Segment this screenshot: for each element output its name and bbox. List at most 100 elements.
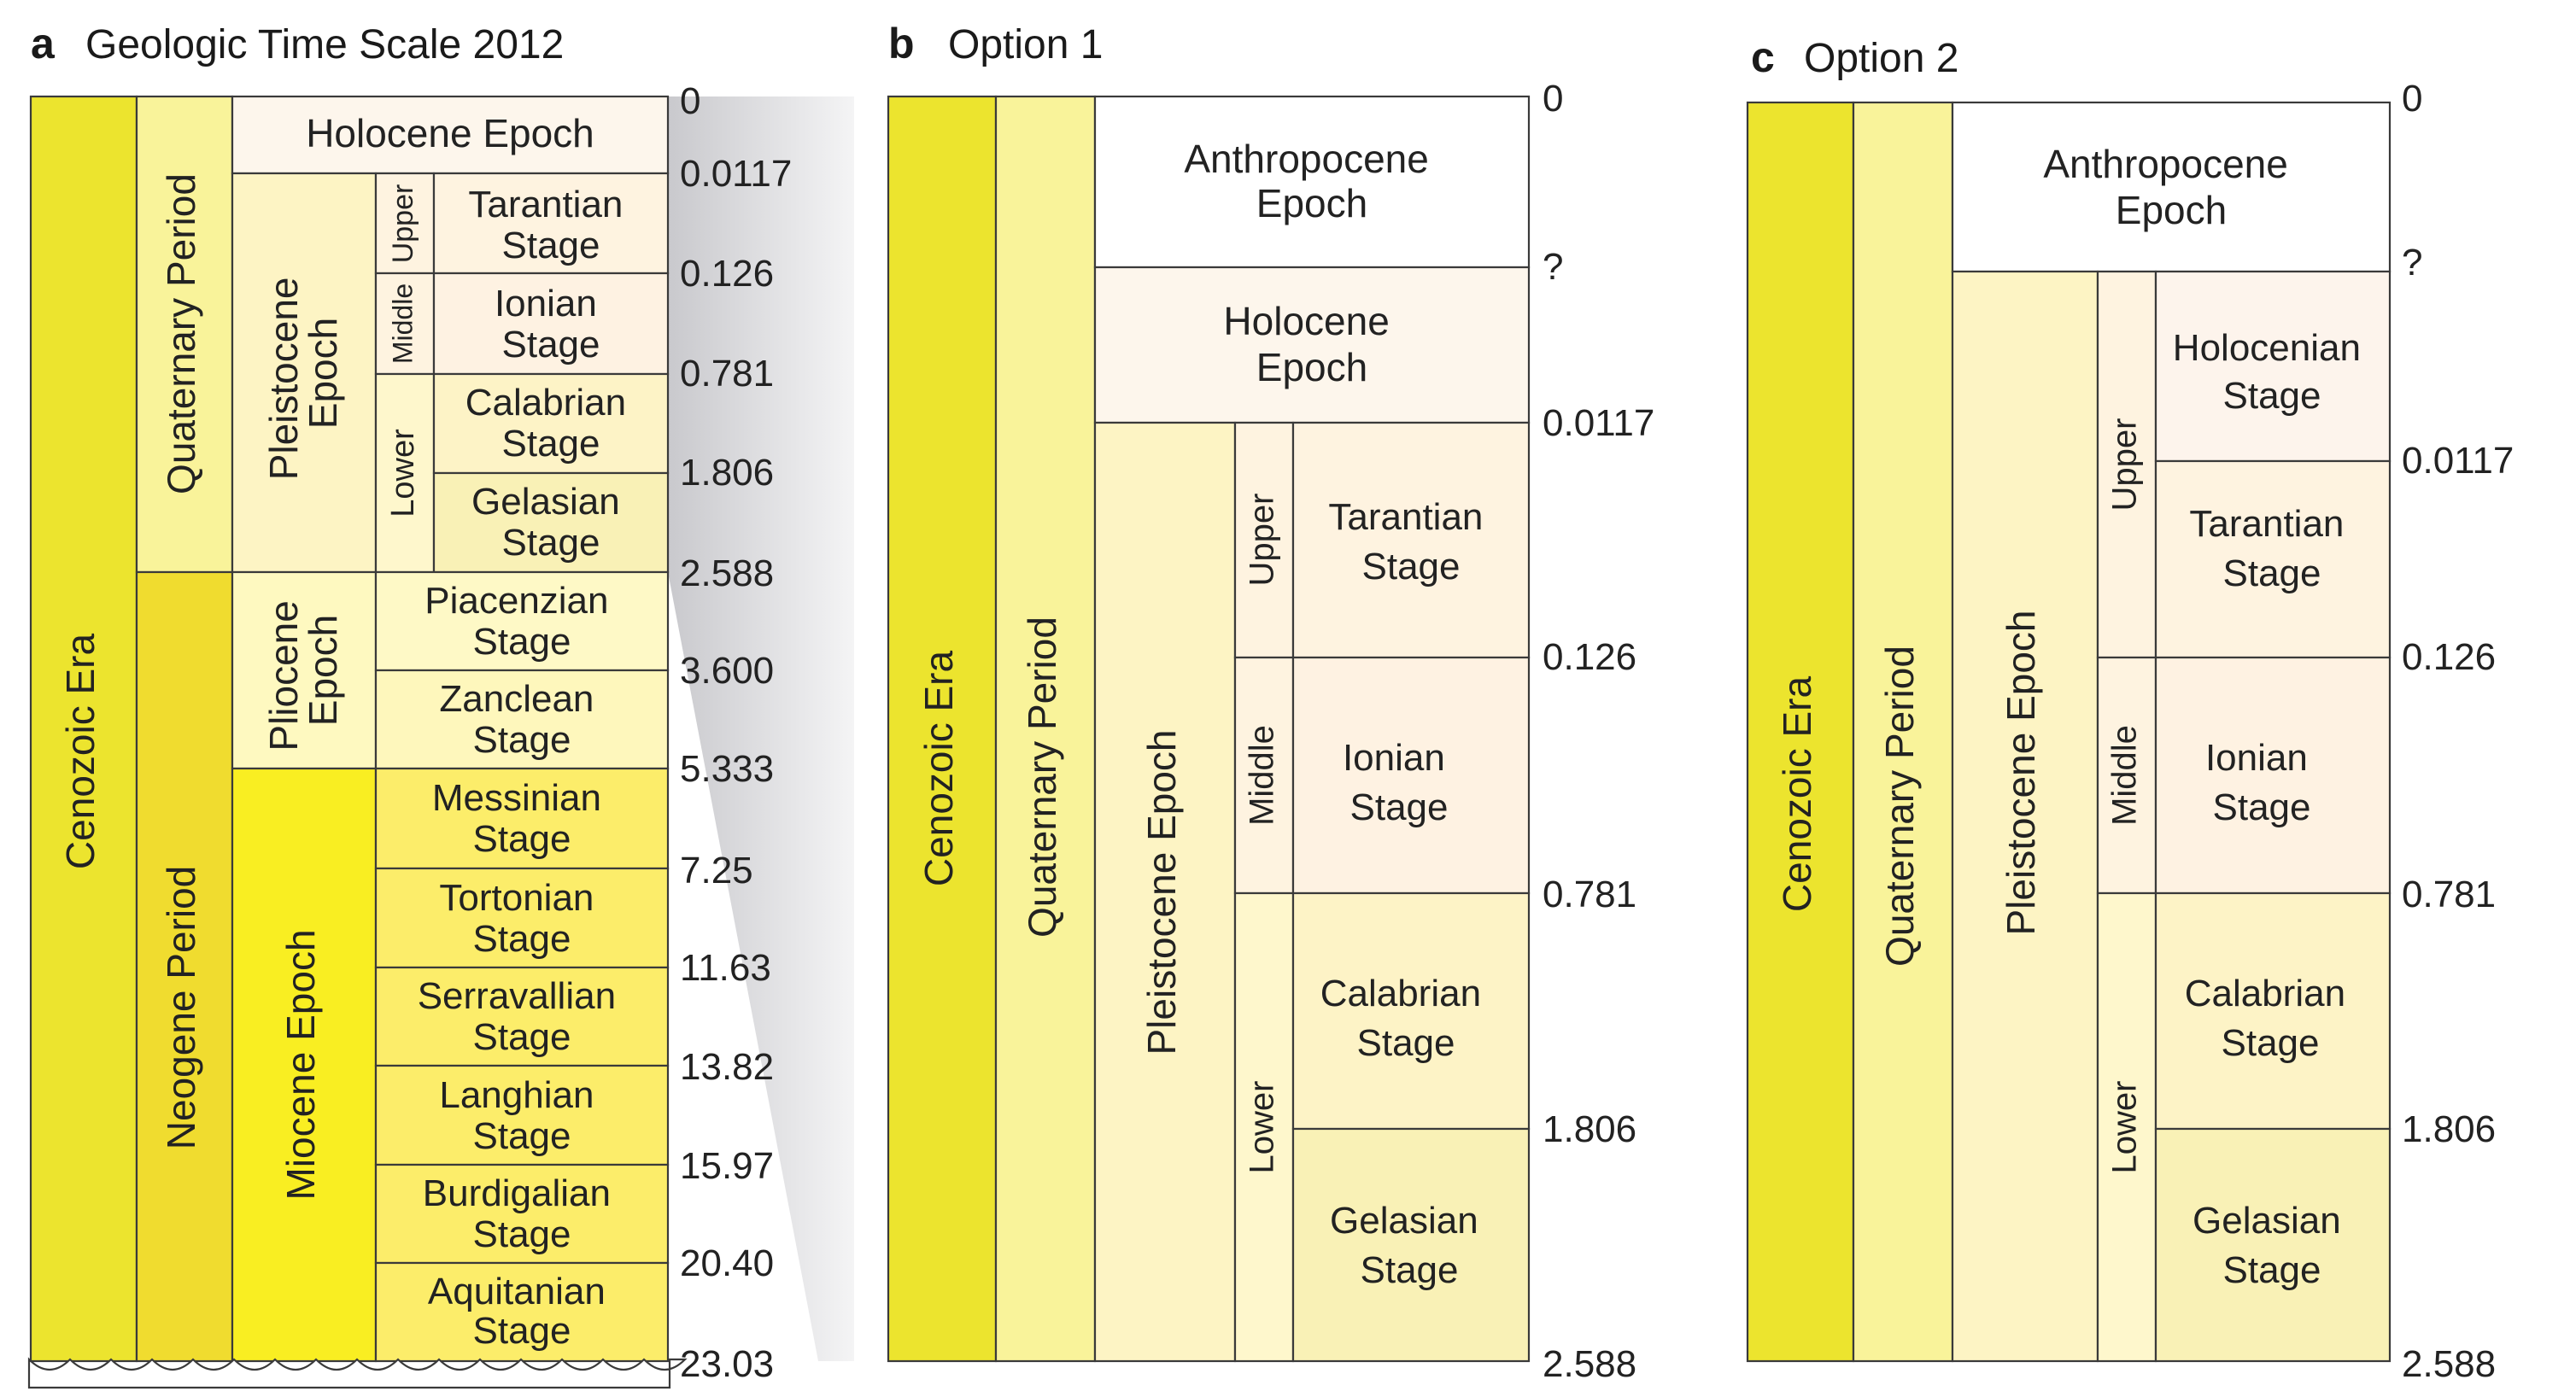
age-label: 13.82	[680, 1046, 774, 1088]
ionian-stage-block	[2154, 656, 2392, 895]
zanclean-stage-block	[374, 669, 670, 770]
calabrian-stage-line2: Stage	[502, 423, 600, 465]
gelasian-stage-line1: Gelasian	[1330, 1200, 1478, 1242]
aquitanian-stage: Aquitanian Stage	[374, 1261, 670, 1363]
middle-subseries-block	[1233, 656, 1295, 895]
panel-b: b Option 1 Cenozoic Era Quaternary Perio…	[887, 20, 1654, 1385]
messinian-stage-label: Messinian Stage	[432, 777, 612, 860]
middle-subseries-block	[2096, 656, 2157, 895]
cenozoic-era-block	[1746, 101, 1855, 1363]
pleistocene-epoch-block	[1093, 421, 1237, 1363]
panel-b-letter: b	[888, 20, 915, 67]
lower-subseries-block	[2096, 891, 2157, 1363]
anthropocene-epoch-label: Anthropocene Epoch	[1184, 137, 1439, 225]
calabrian-stage-line2: Stage	[1357, 1022, 1455, 1064]
tarantian-stage: Tarantian Stage	[1291, 421, 1531, 659]
age-label: 0.781	[680, 353, 774, 395]
gelasian-stage-line2: Stage	[502, 522, 600, 564]
anthropocene-epoch-line1: Anthropocene	[2043, 142, 2287, 186]
zanclean-stage-line1: Zanclean	[439, 678, 594, 720]
gelasian-stage-line2: Stage	[1361, 1249, 1459, 1291]
quaternary-period-label: Quaternary Period	[1020, 617, 1064, 938]
upper-subseries-block	[2096, 270, 2157, 659]
cenozoic-era-block	[29, 95, 138, 1363]
messinian-stage: Messinian Stage	[374, 767, 670, 870]
holocene-epoch-label: Holocene Epoch	[306, 111, 594, 155]
messinian-stage-line1: Messinian	[432, 777, 601, 819]
panel-a-title: Geologic Time Scale 2012	[85, 22, 564, 67]
panel-a: a Geologic Time Scale 2012 Cenozoic Era …	[27, 20, 792, 1389]
tarantian-stage-block	[1291, 421, 1531, 659]
quaternary-period-label: Quaternary Period	[159, 173, 203, 494]
middle-subseries-block	[374, 272, 436, 376]
gelasian-stage-label: Gelasian Stage	[471, 481, 630, 564]
calabrian-stage-line1: Calabrian	[2185, 973, 2345, 1014]
quaternary-period-label: Quaternary Period	[1877, 646, 1922, 967]
lower-subseries-block	[1233, 891, 1295, 1363]
panel-c: c Option 2 Cenozoic Era Quaternary Perio…	[1746, 33, 2514, 1385]
tarantian-stage: Tarantian Stage	[2154, 459, 2392, 659]
cenozoic-era-label: Cenozoic Era	[916, 651, 961, 887]
ionian-stage-line2: Stage	[1350, 786, 1449, 828]
anthropocene-epoch-label: Anthropocene Epoch	[2043, 142, 2298, 232]
age-label: 23.03	[680, 1343, 774, 1385]
aquitanian-stage-line1: Aquitanian	[428, 1271, 606, 1312]
cenozoic-era-block	[887, 95, 998, 1363]
neogene-period-label: Neogene Period	[159, 866, 203, 1149]
pliocene-epoch-line1: Pliocene	[261, 600, 306, 751]
panel-a-letter: a	[31, 20, 56, 67]
age-label: 15.97	[680, 1145, 774, 1187]
tarantian-stage-line2: Stage	[502, 225, 600, 266]
age-label: ?	[2402, 242, 2422, 283]
holocene-epoch-label: Holocene Epoch	[1223, 299, 1400, 389]
tarantian-stage-label: Tarantian Stage	[2189, 503, 2354, 594]
middle-subseries-label: Middle	[2106, 725, 2144, 826]
burdigalian-stage-label: Burdigalian Stage	[423, 1172, 621, 1255]
gelasian-stage: Gelasian Stage	[1291, 1127, 1531, 1363]
cenozoic-era-label: Cenozoic Era	[1775, 676, 1819, 913]
age-label: 1.806	[680, 452, 774, 494]
calabrian-stage-line1: Calabrian	[1320, 973, 1481, 1014]
pleistocene-epoch-line2: Epoch	[301, 318, 345, 429]
tarantian-stage: Tarantian Stage	[432, 172, 670, 275]
gelasian-stage: Gelasian Stage	[432, 471, 670, 574]
gelasian-stage-block	[432, 471, 670, 574]
age-label: 5.333	[680, 748, 774, 790]
quaternary-period-block	[994, 95, 1097, 1363]
age-label: 0	[680, 80, 700, 122]
age-label: 0.781	[1543, 874, 1636, 915]
ionian-stage-label: Ionian Stage	[2205, 737, 2318, 828]
calabrian-stage-label: Calabrian Stage	[1320, 973, 1492, 1064]
ionian-stage-line2: Stage	[502, 324, 600, 365]
messinian-stage-block	[374, 767, 670, 870]
age-label: 3.600	[680, 650, 774, 692]
age-label: 7.25	[680, 850, 753, 891]
calabrian-stage-block	[432, 372, 670, 475]
age-label: 2.588	[2402, 1343, 2496, 1385]
zanclean-stage-line2: Stage	[473, 719, 571, 761]
piacenzian-stage-line1: Piacenzian	[424, 580, 608, 622]
age-label: 0.126	[2402, 636, 2496, 678]
holocene-epoch-line1: Holocene	[1223, 299, 1389, 343]
aquitanian-stage-label: Aquitanian Stage	[428, 1271, 616, 1352]
pliocene-epoch-label: Pliocene Epoch	[261, 589, 345, 751]
tarantian-stage-line2: Stage	[1362, 546, 1461, 587]
lower-subseries-label: Lower	[2106, 1081, 2144, 1174]
ionian-stage-block	[432, 272, 670, 376]
panel-c-letter: c	[1751, 33, 1775, 81]
upper-subseries-label: Upper	[2106, 418, 2144, 511]
pleistocene-epoch-label: Pleistocene Epoch	[1139, 729, 1184, 1055]
age-label: 0	[2402, 78, 2422, 120]
pleistocene-epoch-label: Pleistocene Epoch	[1999, 610, 2043, 935]
tortonian-stage-line1: Tortonian	[439, 877, 594, 919]
age-label: 0.781	[2402, 874, 2496, 915]
tarantian-stage-block	[432, 172, 670, 275]
gelasian-stage-block	[2154, 1127, 2392, 1363]
holocenian-stage-line1: Holocenian	[2173, 327, 2361, 369]
age-label: 2.588	[680, 552, 774, 594]
calabrian-stage-line1: Calabrian	[465, 382, 626, 424]
tarantian-stage-line1: Tarantian	[1328, 496, 1483, 538]
tarantian-stage-line2: Stage	[2223, 552, 2321, 594]
pleistocene-epoch-line1: Pleistocene	[261, 277, 306, 480]
